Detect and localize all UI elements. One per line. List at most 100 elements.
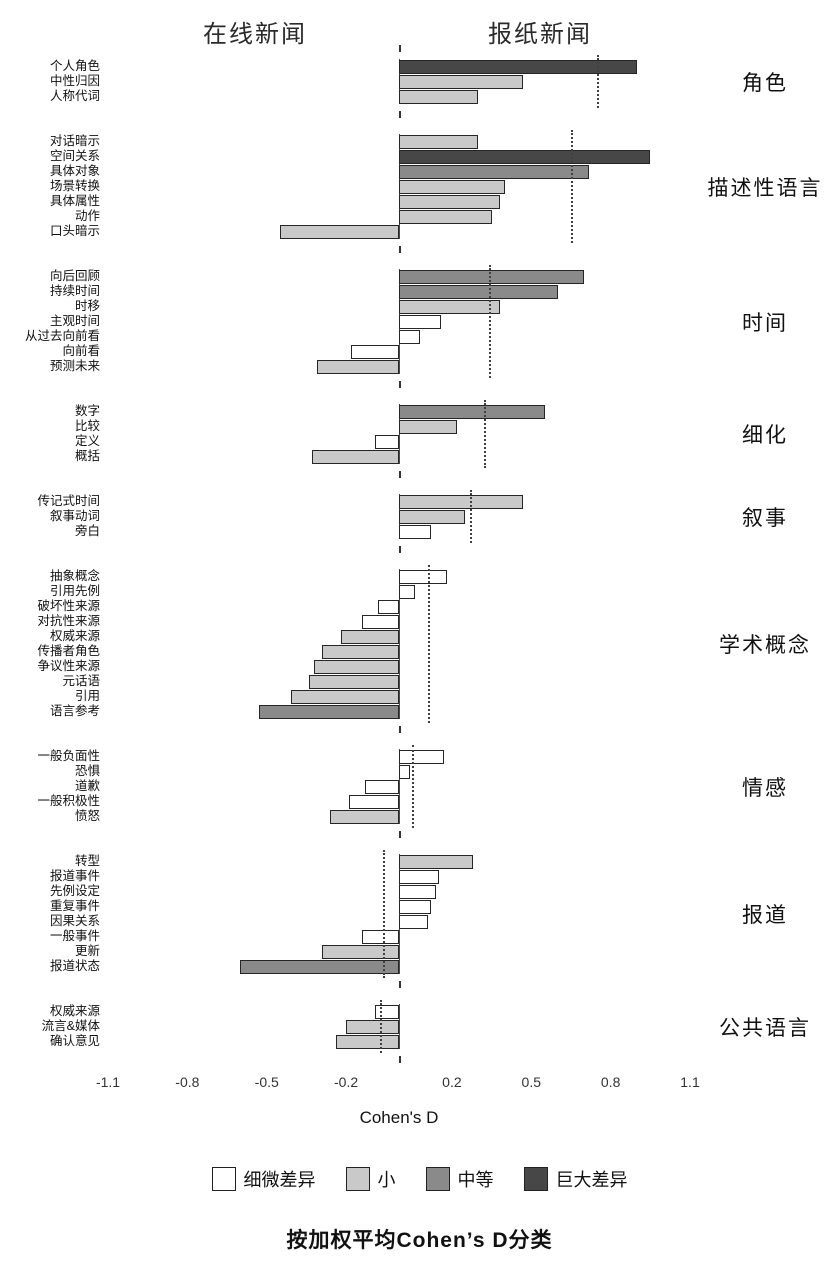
effect-size-bar (399, 854, 474, 869)
feature-label: 对抗性来源 (37, 614, 100, 628)
effect-size-bar (399, 209, 492, 224)
bar-row: 先例设定 (0, 884, 839, 899)
effect-size-bar (399, 284, 558, 299)
group-label: 报道 (742, 904, 788, 927)
feature-label: 报道事件 (49, 869, 100, 883)
group-label: 时间 (742, 311, 788, 335)
feature-label: 破坏性来源 (37, 599, 100, 613)
facet-panel: 数字 比较 定义 概括 细化 (0, 397, 839, 478)
legend-item: 细微差异 (211, 1166, 316, 1192)
facet-panel: 传记式时间 叙事动词 旁白 叙事 (0, 487, 839, 553)
effect-size-bar (399, 914, 429, 929)
bar-row: 愤怒 (0, 809, 839, 824)
x-tick-label: 0.8 (600, 1074, 621, 1090)
effect-size-bar (290, 689, 399, 704)
bar-row: 破坏性来源 (0, 599, 839, 614)
weighted-mean-line (428, 565, 431, 723)
bar-row: 一般积极性 (0, 794, 839, 809)
bar-row: 报道状态 (0, 959, 839, 974)
legend-swatch (523, 1167, 548, 1191)
weighted-mean-line (483, 400, 486, 468)
group-label: 情感 (742, 776, 788, 800)
zero-axis-line (399, 854, 400, 974)
effect-size-bar (399, 899, 431, 914)
x-tick-label: 1.1 (680, 1074, 700, 1090)
bar-row: 持续时间 (0, 284, 839, 299)
effect-size-bar (399, 584, 415, 599)
bar-row: 抽象概念 (0, 569, 839, 584)
feature-label: 人称代词 (49, 89, 100, 103)
effect-size-bar (316, 359, 399, 374)
feature-label: 道歉 (74, 779, 100, 793)
effect-size-bar (399, 509, 466, 524)
effect-size-bar (311, 449, 399, 464)
feature-label: 主观时间 (49, 314, 100, 328)
feature-label: 恐惧 (74, 764, 100, 778)
bar-row: 向前看 (0, 344, 839, 359)
bar-row: 人称代词 (0, 89, 839, 104)
feature-label: 预测未来 (49, 359, 100, 373)
effect-size-bar (399, 74, 524, 89)
feature-label: 持续时间 (49, 284, 100, 298)
bar-row: 叙事动词 (0, 509, 839, 524)
group-label: 角色 (742, 71, 788, 95)
feature-label: 数字 (74, 404, 100, 418)
zero-tick (399, 111, 401, 118)
effect-size-bar (351, 344, 399, 359)
legend-label: 细微差异 (243, 1170, 316, 1190)
group-label: 公共语言 (719, 1016, 811, 1040)
x-axis-title: Cohen's D (359, 1108, 439, 1127)
weighted-mean-line (488, 265, 491, 378)
column-title-online-news: 在线新闻 (203, 21, 307, 48)
feature-label: 重复事件 (49, 899, 100, 913)
bar-row: 具体对象 (0, 164, 839, 179)
feature-label: 向前看 (62, 344, 100, 358)
effect-size-bar (399, 419, 458, 434)
feature-label: 具体对象 (49, 164, 100, 178)
zero-tick (399, 45, 401, 52)
column-title-newspaper-news: 报纸新闻 (488, 21, 592, 48)
group-label: 叙事 (742, 506, 788, 530)
zero-tick (399, 381, 401, 388)
bar-row: 传记式时间 (0, 494, 839, 509)
facet-panel: 转型 报道事件 先例设定 重复事件 因果关系 一般事件 更新 报道状态 报道 (0, 847, 839, 988)
zero-tick (399, 246, 401, 253)
effect-size-bar (240, 959, 399, 974)
x-axis-title-row: Cohen's D (0, 1108, 839, 1134)
bar-row: 场景转换 (0, 179, 839, 194)
bar-row: 传播者角色 (0, 644, 839, 659)
effect-size-bar (399, 164, 590, 179)
weighted-mean-line (380, 1000, 383, 1053)
bar-row: 一般负面性 (0, 749, 839, 764)
effect-size-bar (399, 314, 442, 329)
x-tick-label: -0.5 (254, 1074, 279, 1090)
feature-label: 从过去向前看 (24, 329, 100, 343)
x-tick-label: 0.5 (521, 1074, 541, 1090)
bar-row: 个人角色 (0, 59, 839, 74)
feature-label: 先例设定 (49, 884, 100, 898)
facet-panel: 一般负面性 恐惧 道歉 一般积极性 愤怒 情感 (0, 742, 839, 838)
bar-row: 对抗性来源 (0, 614, 839, 629)
feature-label: 场景转换 (49, 179, 100, 193)
bar-row: 主观时间 (0, 314, 839, 329)
feature-label: 空间关系 (49, 149, 100, 163)
effect-size-bar (399, 494, 524, 509)
group-label: 细化 (742, 424, 788, 447)
effect-size-bar (279, 224, 399, 239)
effect-size-bar (314, 659, 399, 674)
effect-size-bar (399, 869, 439, 884)
effect-size-bar (348, 794, 399, 809)
feature-label: 概括 (74, 449, 100, 463)
facet-panel: 抽象概念 引用先例 破坏性来源 对抗性来源 权威来源 传播者角色 争议性来源 元话语 引用 语言参… (0, 562, 839, 733)
effect-size-bar (399, 59, 638, 74)
effect-size-bar (322, 944, 399, 959)
feature-label: 报道状态 (49, 959, 100, 973)
effect-size-bar (399, 179, 505, 194)
legend-item: 巨大差异 (523, 1166, 628, 1192)
feature-label: 对话暗示 (49, 134, 100, 148)
feature-label: 具体属性 (49, 194, 100, 208)
effect-size-bar (375, 1004, 399, 1019)
feature-label: 旁白 (74, 524, 100, 538)
bar-row: 因果关系 (0, 914, 839, 929)
